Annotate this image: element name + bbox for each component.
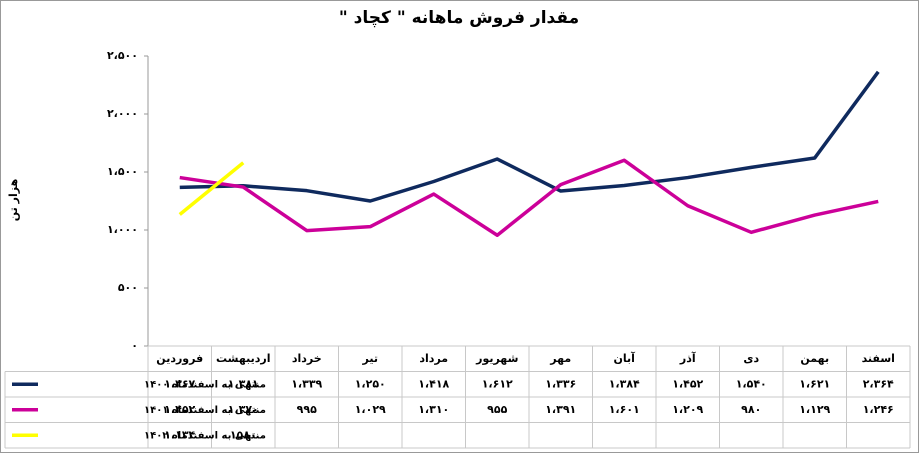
data-label: ۱،۲۴۶: [863, 403, 894, 416]
x-tick-label: آذر: [679, 351, 696, 365]
legend-label: منتهی به اسفندماه ۱۴۰۰: [144, 379, 266, 390]
data-label: ۱،۳۳۶: [545, 377, 576, 390]
data-label: ۱،۰۲۹: [355, 403, 386, 416]
x-tick-label: اسفند: [862, 352, 895, 365]
data-label: ۱،۴۵۲: [164, 403, 195, 416]
data-label: ۱،۵۴۰: [736, 377, 767, 390]
data-label: ۱،۳۶۷: [164, 377, 195, 390]
x-tick-label: مرداد: [419, 352, 448, 365]
data-label: ۱،۳۹۱: [545, 403, 576, 416]
chart-title: مقدار فروش ماهانه " کچاد ": [339, 8, 579, 28]
x-tick-label: فروردین: [156, 352, 203, 365]
data-label: ۱،۲۵۰: [355, 377, 386, 390]
y-tick-label: ۰: [131, 339, 138, 352]
legend-label: منتهی به اسفندماه ۱۴۰۲: [144, 430, 266, 441]
data-label: ۱،۴۵۲: [672, 377, 703, 390]
series-line: [179, 70, 880, 203]
y-axis-label: هزار تن: [7, 179, 20, 221]
data-label: ۱،۱۲۹: [799, 403, 830, 416]
data-label: ۱،۲۰۹: [672, 403, 703, 416]
y-tick-label: ۱،۰۰۰: [107, 223, 138, 236]
data-label: ۹۹۵: [297, 403, 317, 416]
y-tick-label: ۲،۵۰۰: [107, 49, 138, 62]
x-tick-label: دی: [743, 352, 759, 365]
data-label: ۱۵۸۰: [230, 428, 257, 441]
x-tick-label: خرداد: [292, 352, 322, 365]
data-label: ۱،۴۱۸: [418, 377, 449, 390]
series-line: [178, 161, 245, 216]
y-tick-label: ۲،۰۰۰: [107, 107, 138, 120]
data-label: ۱،۳۱۰: [418, 403, 449, 416]
data-label: ۲،۳۶۴: [863, 377, 894, 390]
x-tick-label: تیر: [362, 352, 378, 365]
data-label: ۱،۳۳۹: [291, 377, 322, 390]
data-label: ۹۵۵: [487, 403, 507, 416]
data-label: ۱،۳۷۰: [228, 403, 259, 416]
y-tick-label: ۱،۵۰۰: [107, 165, 138, 178]
legend-label: منتهی به اسفندماه ۱۴۰۱: [144, 405, 266, 416]
data-label: ۱،۶۱۲: [482, 377, 513, 390]
y-tick-label: ۵۰۰: [118, 281, 138, 294]
x-tick-label: شهریور: [475, 352, 518, 365]
data-label: ۱،۳۸۴: [609, 377, 640, 390]
x-tick-label: بهمن: [800, 352, 829, 365]
data-label: ۱،۶۲۱: [799, 377, 830, 390]
data-label: ۱،۳۸۱: [228, 377, 259, 390]
x-tick-label: اردیبهشت: [216, 352, 270, 365]
x-tick-label: آبان: [614, 351, 636, 365]
data-label: ۹۸۰: [741, 403, 761, 416]
x-tick-label: مهر: [549, 352, 571, 365]
series-line: [179, 158, 879, 237]
data-label: ۱،۱۳۴: [164, 428, 195, 441]
data-label: ۱،۶۰۱: [609, 403, 640, 416]
